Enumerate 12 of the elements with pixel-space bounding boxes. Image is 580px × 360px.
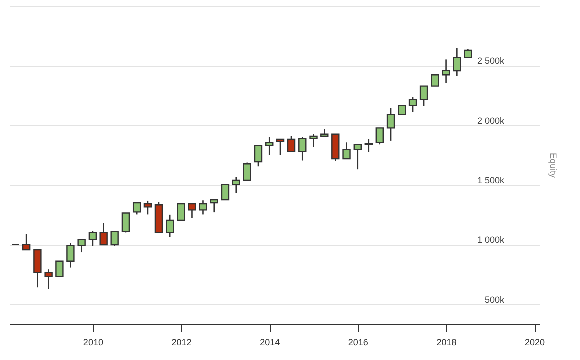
- x-tick-label: 2020: [525, 338, 546, 348]
- y-tick-label: 500k: [484, 294, 505, 305]
- y-tick-label: 2 500k: [477, 56, 505, 66]
- y-tick-label: 1 000k: [477, 235, 505, 246]
- y-tick-label: 2 000k: [477, 116, 505, 126]
- x-tick-label: 2010: [83, 338, 104, 348]
- x-tick-label: 2018: [436, 338, 457, 348]
- y-tick-label: 1 500k: [477, 175, 505, 186]
- y-axis-title: Equity: [548, 152, 558, 179]
- x-tick-label: 2016: [348, 338, 368, 348]
- x-tick-label: 2014: [260, 338, 280, 348]
- x-tick-label: 2012: [172, 338, 192, 348]
